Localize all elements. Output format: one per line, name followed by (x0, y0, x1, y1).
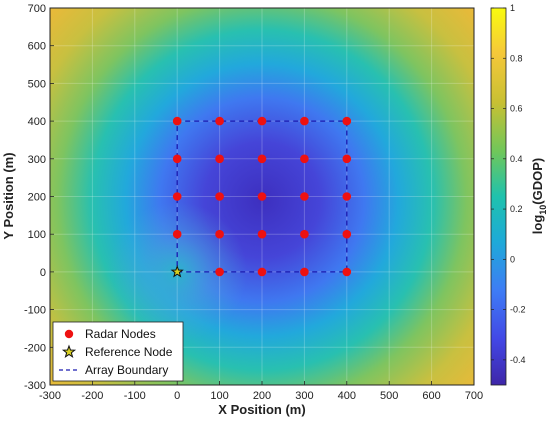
x-axis: -300 -200 -100 0 100 200 300 400 500 600 700 (39, 381, 483, 402)
array-boundary-line (176, 120, 348, 273)
radar-node (215, 154, 224, 164)
array-boundary (176, 120, 348, 273)
radar-node (342, 154, 352, 164)
colorbar-tick-label: 0.8 (510, 53, 523, 63)
radar-node (257, 116, 267, 126)
radar-node (342, 116, 352, 126)
y-axis: -300 -200 -100 0 100 200 300 400 500 600 700 (24, 3, 54, 392)
legend-label-reference-node: Reference Node (85, 345, 173, 359)
radar-nodes (172, 116, 352, 277)
colorbar-tick-label: 0.6 (510, 104, 523, 114)
radar-node (300, 116, 309, 126)
colorbar: -0.4 -0.2 0 0.2 0.4 0.6 0.8 1 log10(GDOP) (490, 3, 548, 386)
y-tick-label: 600 (28, 41, 46, 53)
radar-node (215, 116, 224, 126)
colorbar-ticks: -0.4 -0.2 0 0.2 0.4 0.6 0.8 1 (491, 3, 526, 365)
colorbar-tick-label: 0.4 (510, 154, 523, 164)
x-tick-label: 300 (295, 390, 313, 402)
radar-node (300, 154, 309, 164)
legend-marker-reference-node (61, 344, 77, 359)
x-tick-label: 500 (380, 390, 398, 402)
radar-node (172, 229, 182, 239)
radar-node (172, 154, 182, 164)
colorbar-label-sub: 10 (538, 205, 548, 215)
radar-node (172, 192, 182, 201)
radar-node (342, 229, 352, 239)
x-tick-label: 0 (174, 390, 180, 402)
y-tick-label: 300 (28, 154, 46, 166)
colorbar-tick-label: -0.4 (510, 355, 526, 365)
legend-label-array-boundary: Array Boundary (85, 363, 168, 377)
y-tick-label: 100 (28, 229, 46, 241)
colorbar-tick-label: -0.2 (510, 305, 526, 315)
reference-node-star (170, 264, 184, 278)
legend-marker-radar-nodes (64, 329, 74, 339)
y-tick-label: 700 (28, 3, 46, 15)
legend-label-radar-nodes: Radar Nodes (85, 327, 156, 341)
x-tick-label: 100 (210, 390, 228, 402)
radar-node (300, 267, 309, 277)
radar-node (342, 267, 352, 277)
plot-area (49, 7, 475, 386)
radar-node (257, 229, 267, 239)
colorbar-tick-label: 0.2 (510, 204, 523, 214)
colorbar-label-rest: (GDOP) (530, 158, 545, 205)
y-tick-label: -200 (24, 342, 46, 354)
x-tick-label: 700 (465, 390, 483, 402)
x-tick-label: 400 (338, 390, 356, 402)
x-tick-label: -100 (124, 390, 146, 402)
colorbar-tick-label: 0 (510, 254, 515, 264)
x-tick-label: -300 (39, 390, 61, 402)
radar-node (215, 192, 224, 201)
y-tick-label: 400 (28, 116, 46, 128)
colorbar-tick-label: 1 (510, 3, 515, 13)
y-axis-label: Y Position (m) (1, 152, 16, 239)
x-tick-label: 200 (253, 390, 271, 402)
x-axis-label: X Position (m) (218, 402, 305, 417)
radar-node (257, 154, 267, 164)
radar-node (300, 192, 309, 201)
legend-box (52, 321, 184, 382)
colorbar-label: log10(GDOP) (530, 158, 548, 234)
radar-node (257, 267, 267, 277)
reference-node (170, 264, 184, 278)
y-tick-label: -300 (24, 380, 46, 392)
radar-node (172, 116, 182, 126)
radar-node (300, 229, 309, 239)
x-tick-label: -200 (81, 390, 103, 402)
legend: Radar Nodes Reference Node Array Boundar… (52, 321, 184, 382)
colorbar-label-main: log (530, 215, 545, 235)
y-tick-label: -100 (24, 305, 46, 317)
x-tick-label: 600 (422, 390, 440, 402)
radar-node (342, 192, 352, 201)
radar-node (215, 267, 224, 277)
y-tick-label: 500 (28, 78, 46, 90)
colorbar-scale (490, 7, 507, 386)
y-tick-label: 0 (40, 267, 46, 279)
y-tick-label: 200 (28, 192, 46, 204)
radar-node (257, 192, 267, 201)
radar-node (215, 229, 224, 239)
